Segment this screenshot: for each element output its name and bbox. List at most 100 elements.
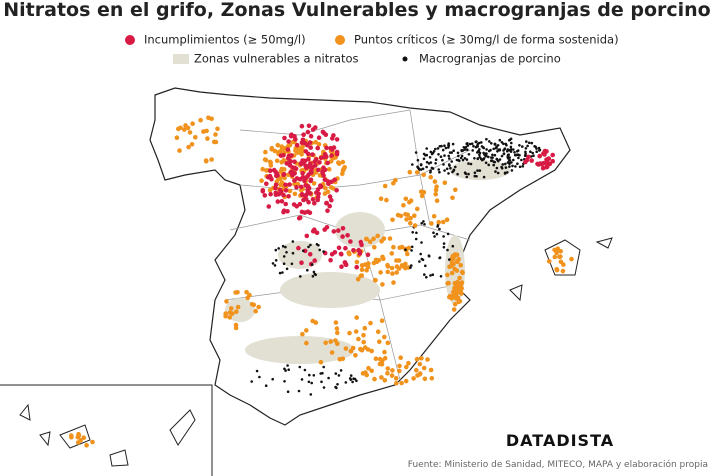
map-dot	[445, 167, 449, 171]
map-dot	[477, 149, 480, 153]
map-dot	[498, 138, 502, 142]
map-dot	[256, 304, 261, 310]
map-dot	[542, 148, 548, 154]
map-dot	[292, 165, 298, 171]
map-dot	[315, 145, 321, 151]
map-dot	[465, 175, 469, 179]
map-dot	[500, 154, 504, 158]
map-dot	[327, 203, 333, 209]
map-dot	[377, 356, 383, 362]
map-dot	[470, 142, 474, 145]
map-dot	[410, 245, 414, 249]
map-dot	[375, 233, 381, 239]
map-dot	[306, 199, 311, 205]
map-dot	[356, 336, 361, 342]
map-dot	[480, 145, 484, 148]
map-dot	[314, 273, 318, 277]
map-dot	[410, 264, 413, 267]
map-dot	[357, 251, 363, 256]
map-dot	[416, 158, 420, 162]
map-dot	[473, 157, 476, 160]
map-dot	[305, 129, 311, 135]
map-dot	[300, 170, 305, 176]
map-dot	[322, 386, 326, 389]
map-dot	[435, 232, 439, 236]
map-dot	[484, 155, 488, 158]
map-dot	[299, 275, 302, 278]
map-dot	[277, 247, 281, 250]
map-dot	[251, 302, 257, 308]
source: Fuente: Ministerio de Sanidad, MITECO, M…	[408, 459, 708, 470]
map-dot	[334, 149, 340, 155]
map-dot	[419, 356, 424, 361]
map-dot	[282, 262, 286, 266]
legend-label: Incumplimientos (≥ 50mg/l)	[144, 33, 306, 47]
map-dot	[510, 141, 513, 145]
map-dot	[439, 275, 443, 278]
map-dot	[332, 250, 338, 255]
map-dot	[296, 215, 302, 221]
map-dot	[368, 320, 373, 326]
map-dot	[454, 165, 457, 169]
map-dot	[361, 332, 366, 338]
map-dot	[421, 365, 427, 371]
map-dot	[541, 160, 546, 166]
map-dot	[312, 270, 316, 274]
map-dot	[502, 152, 506, 156]
map-dot	[531, 151, 534, 155]
map-dot	[449, 255, 455, 261]
map-dot	[452, 280, 458, 286]
map-dot	[337, 374, 341, 377]
map-dot	[432, 150, 436, 153]
map-dot	[398, 355, 404, 361]
map-dot	[521, 145, 524, 148]
map-dot	[487, 155, 490, 159]
map-dot	[422, 376, 428, 382]
map-dot	[298, 184, 304, 190]
map-dot	[309, 393, 313, 396]
map-dot	[328, 257, 333, 263]
map-dot	[498, 148, 502, 151]
map-dot	[408, 220, 413, 226]
map-dot	[422, 220, 425, 223]
map-dot	[310, 318, 316, 324]
map-dot	[377, 339, 382, 345]
map-dot	[446, 248, 449, 252]
map-dot	[482, 175, 486, 179]
map-dot	[468, 142, 472, 146]
map-dot	[69, 435, 74, 440]
map-dot	[441, 148, 445, 152]
map-dot	[385, 269, 391, 275]
map-dot	[452, 168, 456, 172]
map-dot	[305, 187, 311, 193]
map-dot	[529, 158, 534, 163]
map-dot	[488, 140, 491, 143]
map-dot	[201, 129, 206, 134]
map-dot	[292, 171, 297, 176]
map-dot	[385, 366, 391, 371]
map-dot	[215, 126, 220, 132]
map-dot	[330, 136, 335, 141]
map-dot	[274, 158, 280, 164]
map-dot	[258, 375, 261, 379]
map-dot	[322, 365, 326, 369]
map-dot	[366, 261, 371, 266]
brand: DATADISTA	[506, 431, 614, 450]
map-dot	[349, 378, 353, 381]
map-dot	[279, 160, 285, 165]
map-dot	[379, 318, 385, 324]
map-dot	[451, 307, 457, 312]
map-dot	[454, 259, 460, 264]
map-dot	[419, 163, 423, 166]
map-dot	[509, 137, 513, 141]
map-dot	[458, 263, 464, 268]
map-dot	[507, 139, 511, 142]
map-dot	[283, 182, 288, 188]
map-dot	[472, 144, 475, 148]
map-dot	[302, 249, 305, 253]
map-dot	[393, 376, 399, 381]
map-dot	[389, 265, 395, 271]
map-dot	[264, 181, 269, 187]
map-dot	[533, 145, 536, 148]
map-dot	[366, 365, 371, 371]
